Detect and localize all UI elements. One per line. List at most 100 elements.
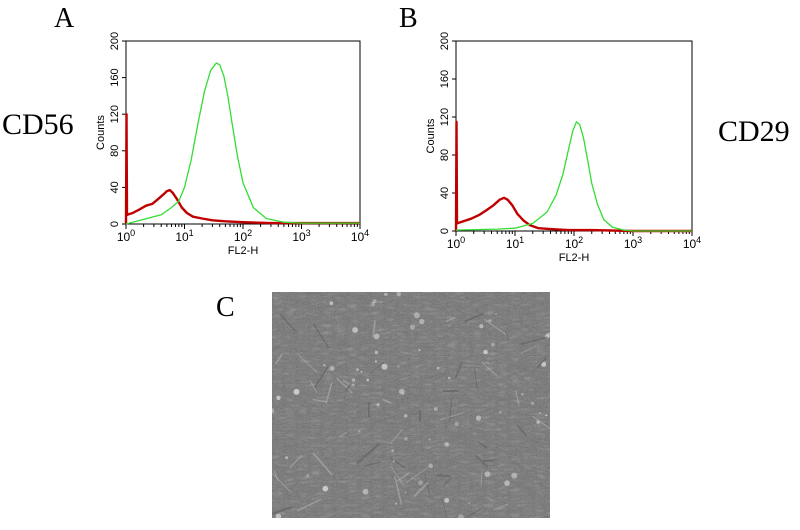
cell-speckle bbox=[499, 411, 502, 414]
cell-fiber bbox=[405, 467, 429, 483]
cell-speckle bbox=[419, 318, 425, 325]
cell-fiber bbox=[289, 455, 302, 469]
marker-label-cd29: CD29 bbox=[718, 115, 790, 148]
y-tick-label: 200 bbox=[109, 32, 121, 50]
cell-fiber bbox=[474, 368, 478, 390]
cell-speckle bbox=[276, 395, 281, 401]
cell-speckle bbox=[285, 456, 288, 460]
cell-speckle bbox=[484, 471, 491, 477]
cell-fiber bbox=[483, 318, 507, 336]
cell-speckle bbox=[366, 378, 369, 382]
cell-speckle bbox=[275, 513, 282, 520]
cell-speckle bbox=[395, 502, 398, 505]
cell-fiber bbox=[413, 481, 429, 498]
cell-fiber bbox=[493, 503, 509, 511]
cell-fiber bbox=[474, 454, 489, 468]
panel-label-b: B bbox=[399, 3, 418, 34]
cell-speckle bbox=[358, 430, 361, 433]
cell-fiber bbox=[313, 365, 329, 389]
cell-fiber bbox=[516, 424, 528, 437]
cell-speckle bbox=[511, 472, 518, 479]
cell-speckle bbox=[428, 438, 431, 441]
cell-fiber bbox=[312, 398, 328, 403]
cell-speckle bbox=[447, 376, 451, 380]
plot-frame bbox=[455, 40, 693, 232]
x-axis-label: FL2-H bbox=[228, 245, 259, 257]
cell-speckle bbox=[468, 502, 471, 505]
cell-speckle bbox=[362, 488, 369, 495]
cell-speckle bbox=[351, 378, 356, 382]
cell-speckle bbox=[436, 366, 440, 370]
cell-fiber bbox=[325, 382, 333, 404]
cell-speckle bbox=[488, 319, 492, 323]
cell-speckle bbox=[371, 301, 376, 306]
cell-speckle bbox=[545, 414, 548, 417]
cell-fiber bbox=[439, 412, 464, 421]
x-tick-label: 103 bbox=[292, 228, 310, 244]
cell-fiber bbox=[449, 397, 452, 422]
cell-speckle bbox=[329, 365, 335, 371]
x-tick-label: 102 bbox=[234, 228, 252, 244]
cell-speckle bbox=[352, 327, 358, 333]
cell-speckle bbox=[483, 349, 488, 355]
cell-fiber bbox=[436, 474, 451, 478]
cell-fiber bbox=[390, 457, 406, 469]
cell-fiber bbox=[454, 361, 463, 378]
cell-speckle bbox=[306, 473, 310, 478]
x-tick-label: 100 bbox=[117, 228, 135, 244]
cell-fiber bbox=[462, 508, 482, 521]
cell-fiber bbox=[532, 415, 553, 431]
cell-speckle bbox=[479, 324, 484, 329]
cell-fiber bbox=[312, 323, 330, 349]
cell-fiber bbox=[271, 473, 292, 493]
x-tick-label: 104 bbox=[683, 235, 701, 251]
cell-speckle bbox=[372, 299, 377, 304]
cell-speckle bbox=[293, 388, 300, 395]
y-tick-label: 160 bbox=[109, 68, 121, 86]
cell-fiber bbox=[536, 356, 548, 369]
cell-fiber bbox=[390, 429, 403, 444]
y-tick-label: 80 bbox=[109, 145, 121, 157]
cell-fiber bbox=[309, 380, 318, 394]
cell-fiber bbox=[477, 441, 488, 449]
cell-fiber bbox=[356, 443, 381, 464]
cell-speckle bbox=[391, 449, 394, 452]
x-tick-label: 103 bbox=[624, 235, 642, 251]
x-tick-label: 101 bbox=[506, 235, 524, 251]
cell-speckle bbox=[428, 463, 433, 468]
cell-fiber bbox=[370, 361, 385, 374]
cell-speckle bbox=[521, 392, 524, 396]
x-tick-label: 100 bbox=[447, 235, 465, 251]
y-tick-label: 0 bbox=[439, 228, 451, 234]
cell-speckle bbox=[376, 403, 380, 407]
cell-fiber bbox=[520, 336, 548, 345]
cell-micrograph bbox=[267, 291, 567, 521]
cell-speckle bbox=[504, 480, 510, 486]
micrograph-texture bbox=[267, 291, 567, 521]
cell-speckle bbox=[360, 370, 363, 373]
cell-fiber bbox=[480, 471, 483, 486]
stained-histogram-line bbox=[455, 121, 692, 232]
y-tick-label: 40 bbox=[109, 181, 121, 193]
cell-speckle bbox=[404, 436, 408, 441]
y-tick-label: 0 bbox=[109, 221, 121, 227]
cell-fiber bbox=[279, 313, 296, 332]
cell-fiber bbox=[424, 473, 431, 498]
cell-fiber bbox=[339, 431, 348, 438]
y-tick-label: 80 bbox=[439, 149, 451, 161]
cell-fiber bbox=[296, 353, 318, 373]
cell-speckle bbox=[495, 313, 497, 315]
cell-speckle bbox=[491, 342, 495, 347]
y-tick-label: 160 bbox=[439, 70, 451, 88]
y-tick-label: 200 bbox=[439, 32, 451, 50]
cell-speckle bbox=[323, 364, 326, 367]
cell-speckle bbox=[539, 412, 541, 414]
cell-speckle bbox=[381, 363, 388, 370]
y-tick-label: 40 bbox=[439, 187, 451, 199]
x-axis-label: FL2-H bbox=[559, 252, 590, 264]
cell-speckle bbox=[418, 480, 423, 486]
y-tick-label: 120 bbox=[109, 105, 121, 123]
cell-speckle bbox=[433, 407, 438, 411]
